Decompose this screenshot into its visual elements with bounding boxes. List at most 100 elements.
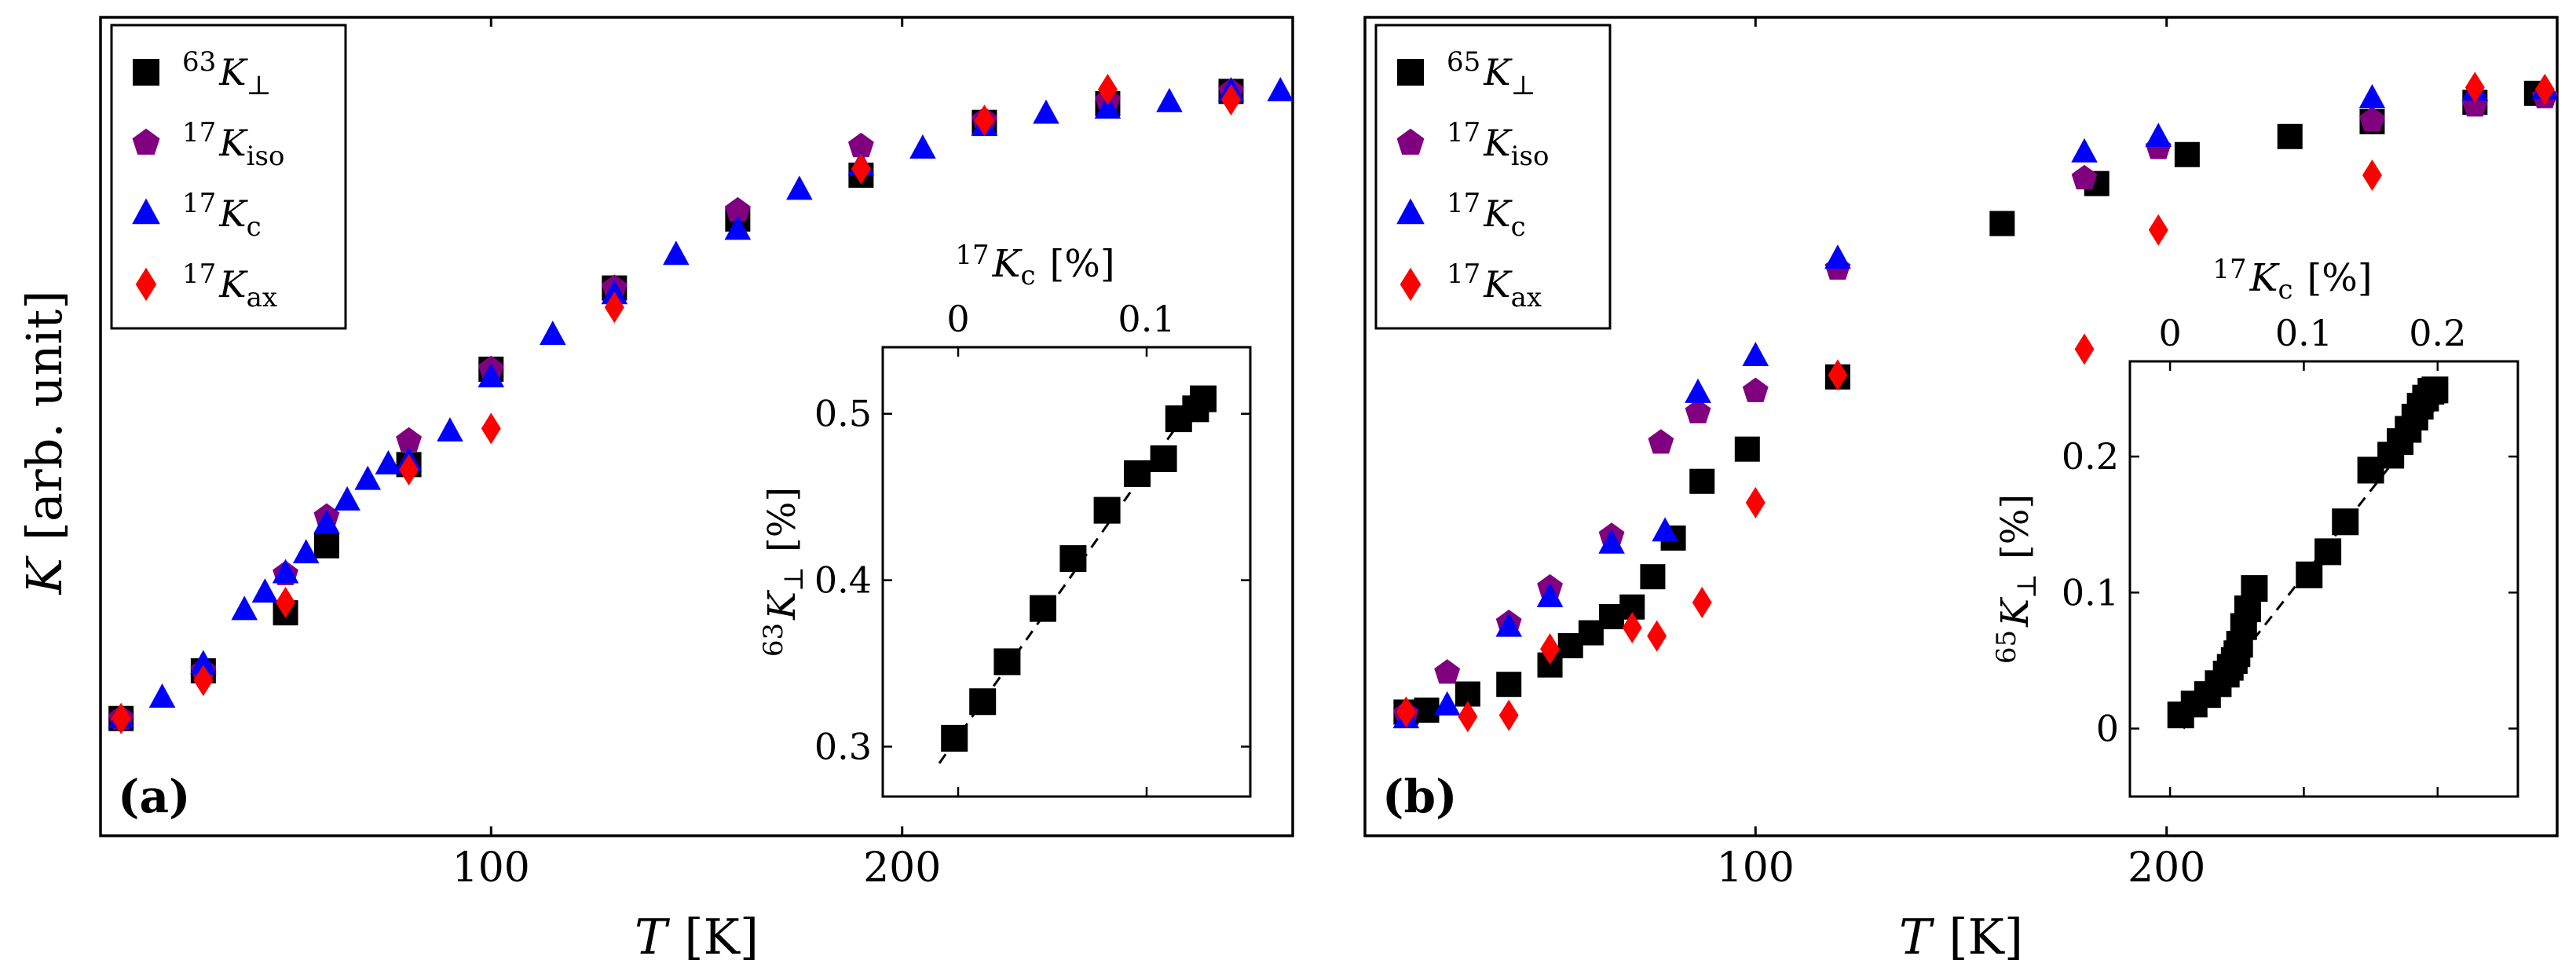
- inset-data-point: [1124, 460, 1151, 488]
- legend-marker-s17ax: [135, 267, 157, 302]
- data-point-s17c: [148, 683, 176, 708]
- data-point-s17ax: [1692, 586, 1712, 618]
- data-point-s17ax: [193, 665, 214, 697]
- inset-y-tick-label: 0.5: [814, 393, 872, 435]
- data-point-s17c: [1598, 529, 1625, 554]
- inset-y-tick-label: 0.2: [2062, 435, 2119, 478]
- legend-marker-s63perp: [133, 59, 159, 86]
- data-point-s17ax: [1647, 620, 1667, 652]
- legend-marker-s17c: [1396, 198, 1425, 225]
- data-point-s17c: [231, 595, 258, 621]
- inset-points: [2167, 376, 2449, 729]
- data-point-s17c: [539, 321, 566, 345]
- data-point-s17ax: [1498, 699, 1519, 731]
- inset-y-tick-label: 0: [2096, 707, 2119, 749]
- data-point-s17ax: [974, 104, 994, 137]
- data-point-s17c: [1495, 612, 1523, 637]
- data-point-s17c: [375, 450, 402, 474]
- y-axis-label: K[arb. unit]: [16, 290, 73, 595]
- data-point-s17ax: [1458, 701, 1478, 733]
- x-tick-label: 200: [863, 844, 941, 892]
- inset-data-point: [2421, 376, 2449, 404]
- inset-data-point: [2314, 538, 2342, 566]
- legend-marker-s17iso: [1396, 128, 1425, 155]
- data-point-s17c: [292, 539, 320, 564]
- legend-marker-s17c: [132, 198, 160, 225]
- data-point-s17ax: [1622, 611, 1642, 643]
- data-point-s17c: [1742, 342, 1769, 367]
- data-point-s17ax: [1097, 73, 1118, 105]
- data-point-s17iso: [1648, 429, 1674, 454]
- data-point-s17c: [251, 578, 279, 603]
- data-point-s17ax: [399, 453, 419, 485]
- data-point-s65perp: [1734, 436, 1760, 462]
- data-point-s17c: [478, 363, 505, 388]
- data-point-s65perp: [1689, 468, 1715, 494]
- data-point-s17ax: [481, 412, 501, 445]
- data-point-s17c: [1433, 690, 1461, 716]
- panel-label-a: (a): [118, 770, 190, 823]
- data-point-s17c: [354, 465, 382, 490]
- inset-y-tick-label: 0.3: [814, 725, 872, 767]
- inset-y-tick-label: 0.4: [814, 559, 872, 602]
- data-point-s17ax: [111, 702, 131, 734]
- data-point-s17c: [1267, 76, 1294, 101]
- inset-y-axis-label: 65K⊥[%]: [1991, 494, 2043, 664]
- x-axis-label: T [K]: [1899, 908, 2023, 965]
- inset-x-tick-label: 0.2: [2409, 312, 2466, 354]
- inset-points: [941, 385, 1217, 752]
- legend-marker-s65perp: [1397, 59, 1424, 86]
- inset-data-point: [1150, 445, 1177, 472]
- data-point-s17c: [272, 559, 299, 584]
- legend-entry-s17ax: 17Kax: [1447, 258, 1542, 313]
- data-point-s65perp: [2174, 141, 2200, 167]
- data-point-s65perp: [1640, 564, 1666, 590]
- data-point-s17ax: [276, 586, 296, 618]
- data-point-s17ax: [1221, 84, 1241, 116]
- legend-marker-s17ax: [1400, 267, 1422, 302]
- inset-x-tick-label: 0: [2158, 312, 2181, 354]
- inset-frame: [2128, 360, 2519, 798]
- plot-frame-b: [1363, 16, 2559, 837]
- data-point-s17ax: [2148, 214, 2168, 246]
- legend-entry-s17c: 17Kc: [182, 188, 262, 243]
- inset-x-tick-label: 0.1: [2275, 312, 2333, 354]
- data-point-s17ax: [2362, 159, 2382, 192]
- x-tick-label: 100: [452, 844, 530, 892]
- data-point-s17c: [437, 417, 463, 442]
- data-point-s17ax: [604, 291, 624, 324]
- data-point-s17iso: [2071, 164, 2098, 190]
- legend-entry-s17iso: 17Kiso: [1447, 117, 1549, 172]
- data-point-s17c: [2358, 83, 2386, 108]
- data-point-s17c: [2145, 123, 2172, 148]
- data-point-s17c: [1824, 244, 1851, 269]
- data-point-s63perp: [313, 533, 339, 559]
- data-point-s17c: [334, 485, 360, 511]
- legend-marker-s17iso: [132, 128, 160, 155]
- inset-x-axis-label: 17Kc [%]: [955, 240, 1114, 291]
- data-point-s17iso: [847, 132, 874, 158]
- legend-entry-s17c: 17Kc: [1447, 188, 1526, 243]
- inset-y-axis-label: 63K⊥[%]: [758, 487, 810, 657]
- inset-data-point: [969, 688, 997, 716]
- x-axis-label: T [K]: [635, 908, 759, 965]
- data-point-s17c: [313, 509, 340, 534]
- data-point-s17c: [1652, 517, 1678, 542]
- data-point-s17c: [724, 215, 752, 240]
- series-s17c: [108, 76, 1294, 729]
- data-point-s17ax: [851, 152, 871, 185]
- panel-a: 100 200 T [K] K[arb. unit] 63K⊥ 17Kiso 17Kc 17Ka…: [16, 16, 1294, 965]
- data-point-s17iso: [396, 427, 423, 452]
- data-point-s17c: [2071, 137, 2098, 163]
- inset-b: 0 0.1 0.2 0 0.1 0.2 17Kc [%] 65K⊥[%]: [1991, 254, 2519, 798]
- series-group-a: [108, 73, 1294, 734]
- data-point-s17ax: [2534, 73, 2555, 105]
- legend-entry-s17ax: 17Kax: [182, 258, 277, 313]
- data-point-s17ax: [1540, 633, 1561, 665]
- series-group-b: [1392, 71, 2559, 733]
- data-point-s17iso: [724, 196, 751, 222]
- data-point-s65perp: [1989, 211, 2015, 236]
- data-point-s17c: [1156, 87, 1183, 112]
- inset-data-point: [1030, 595, 1056, 622]
